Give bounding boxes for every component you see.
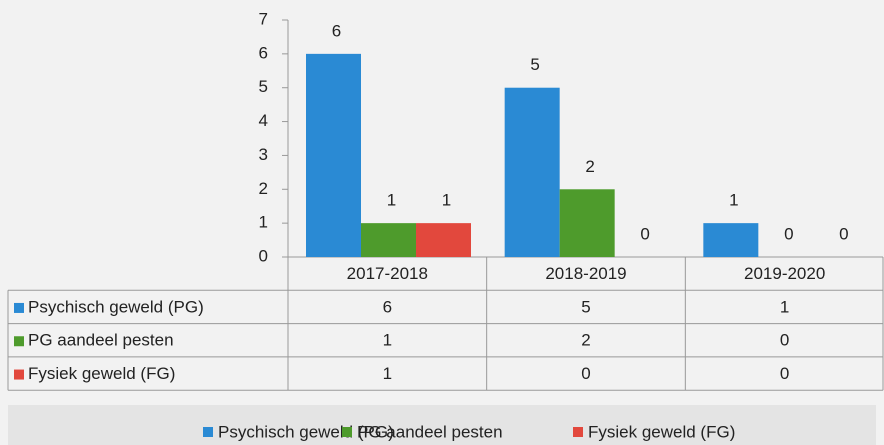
y-tick-label: 5 [259, 77, 268, 96]
data-label: 0 [784, 224, 793, 243]
table-cell: 1 [383, 331, 392, 350]
table-legend-key [14, 369, 24, 380]
data-label: 6 [332, 21, 341, 40]
legend-label: PG aandeel pesten [357, 422, 503, 441]
table-cell: 5 [581, 297, 590, 316]
bar [306, 53, 361, 257]
bar [504, 87, 560, 257]
x-tick-label: 2018-2019 [545, 264, 626, 283]
legend-key [203, 427, 213, 437]
y-tick-label: 7 [259, 9, 268, 28]
data-label: 1 [442, 191, 451, 210]
x-tick-label: 2019-2020 [744, 264, 825, 283]
table-cell: 1 [383, 364, 392, 383]
data-label: 2 [585, 157, 594, 176]
legend-key [573, 427, 583, 437]
x-tick-label: 2017-2018 [347, 264, 428, 283]
table-cell: 0 [581, 364, 590, 383]
y-tick-label: 2 [259, 179, 268, 198]
bar [416, 223, 471, 257]
bar [361, 223, 416, 257]
legend-label: Fysiek geweld (FG) [588, 422, 735, 441]
table-legend-key [14, 336, 24, 347]
table-cell: 0 [780, 331, 789, 350]
data-label: 5 [530, 55, 539, 74]
y-tick-label: 4 [259, 111, 268, 130]
table-row-label: PG aandeel pesten [28, 331, 174, 350]
y-tick-label: 3 [259, 145, 268, 164]
table-row-label: Fysiek geweld (FG) [28, 364, 175, 383]
data-label: 0 [839, 224, 848, 243]
y-tick-label: 0 [259, 246, 268, 265]
table-cell: 6 [383, 297, 392, 316]
legend-key [342, 427, 352, 437]
bar [559, 189, 615, 257]
table-legend-key [14, 302, 24, 313]
table-cell: 1 [780, 297, 789, 316]
data-label: 0 [640, 224, 649, 243]
legend-box [8, 405, 876, 445]
data-label: 1 [729, 191, 738, 210]
table-cell: 0 [780, 364, 789, 383]
table-row-label: Psychisch geweld (PG) [28, 297, 204, 316]
bar [703, 223, 759, 257]
y-tick-label: 1 [259, 213, 268, 232]
table-cell: 2 [581, 331, 590, 350]
y-tick-label: 6 [259, 43, 268, 62]
data-label: 1 [387, 191, 396, 210]
